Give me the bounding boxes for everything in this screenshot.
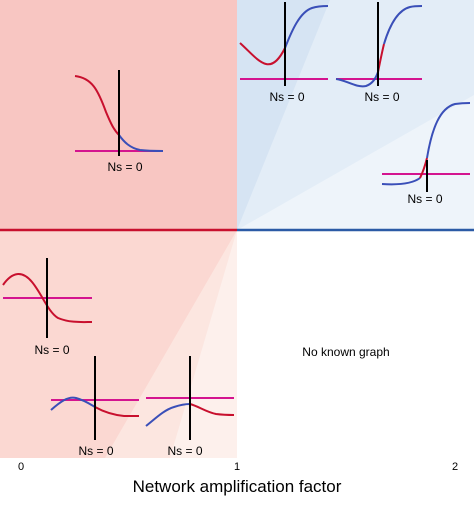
ns-label: Ns = 0 [364,90,399,104]
x-axis-label: Network amplification factor [133,477,342,496]
inset-bottom-left-c: Ns = 0 [145,356,235,458]
curve-red [189,403,235,416]
top-right-lighter-wedge [237,95,474,230]
curve-red [419,157,428,179]
ns-label: Ns = 0 [167,444,202,458]
curve-red [94,406,139,418]
curve-red [239,42,286,66]
curve-blue-upper [426,102,471,159]
x-tick-1: 1 [234,461,240,473]
ns-label: Ns = 0 [107,160,142,174]
ns-label: Ns = 0 [407,192,442,206]
curve-blue [118,134,164,152]
inset-top-left: Ns = 0 [74,70,164,174]
curve-blue [381,177,421,186]
bottom-right-quadrant [237,230,474,458]
inset-top-right-b: Ns = 0 [335,2,423,104]
curve-red [2,273,93,324]
no-known-graph-label: No known graph [302,345,389,359]
inset-bottom-left-a: Ns = 0 [2,258,93,357]
ns-label: Ns = 0 [34,343,69,357]
curve-blue [145,403,191,427]
curve-red [74,75,120,136]
inset-bottom-left-b: Ns = 0 [50,356,139,458]
curve-blue [50,396,96,411]
curve-blue-upper [383,5,423,45]
curve-blue [284,5,329,49]
x-tick-2: 2 [452,461,458,473]
ns-label: Ns = 0 [78,444,113,458]
ns-label: Ns = 0 [269,90,304,104]
inset-top-right-a: Ns = 0 [239,2,329,104]
curve-blue [335,71,379,88]
inset-top-right-c: Ns = 0 [381,102,471,206]
x-tick-0: 0 [18,461,24,473]
bottom-left-lighter-wedge [170,230,237,458]
